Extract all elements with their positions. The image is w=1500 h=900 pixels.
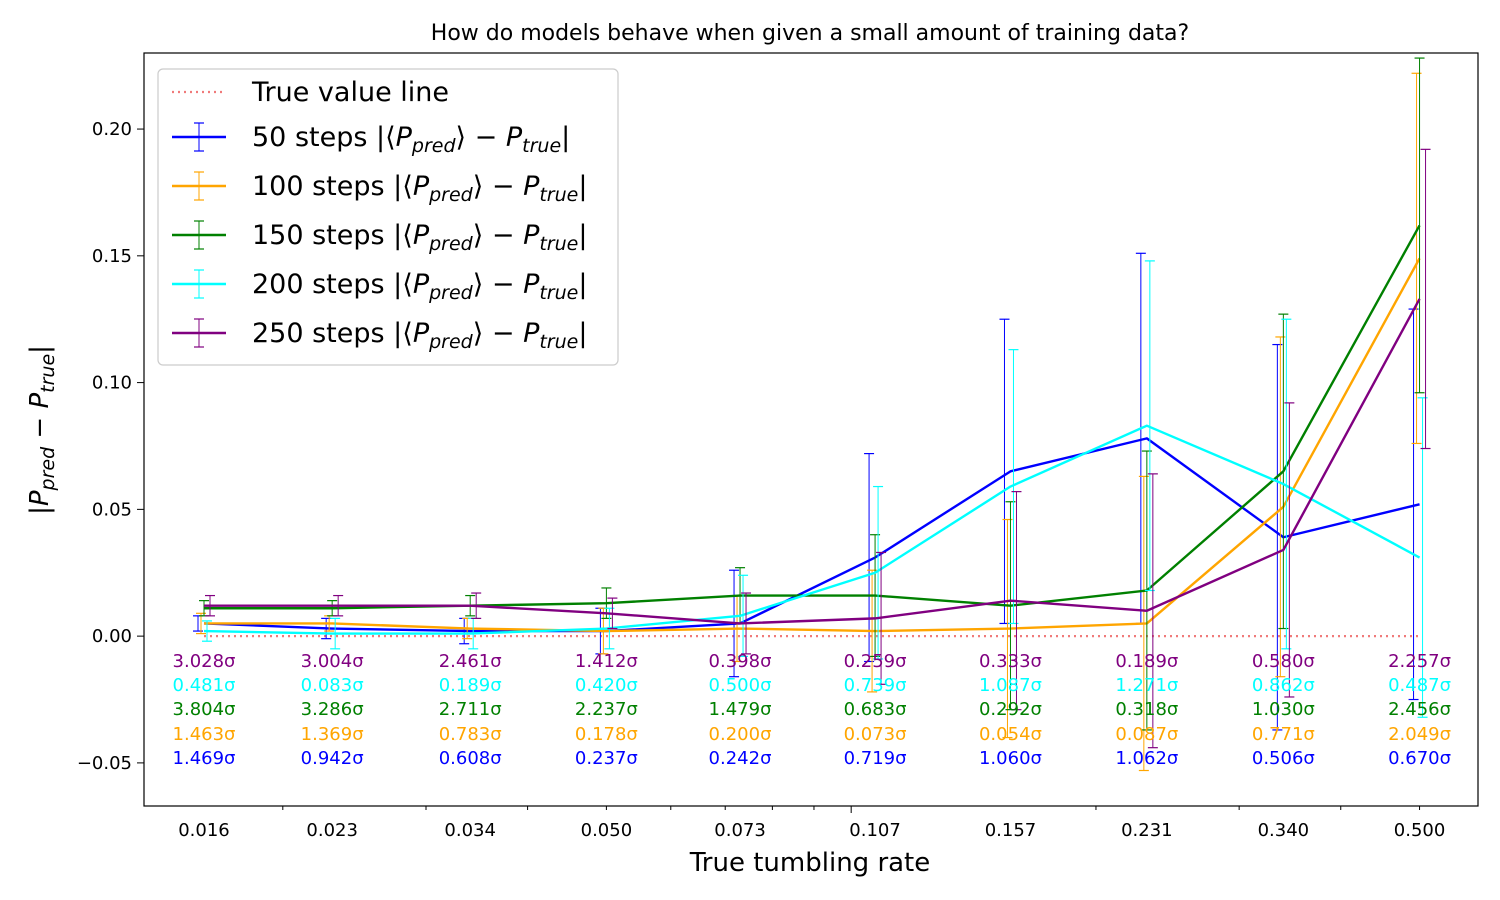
sigma-label: 0.771σ [1252, 724, 1315, 745]
sigma-label: 2.257σ [1388, 651, 1451, 672]
sigma-label: 0.178σ [575, 724, 638, 745]
y-tick-label: 0.05 [92, 499, 132, 520]
sigma-label: 3.028σ [173, 651, 236, 672]
sigma-label: 0.292σ [979, 699, 1042, 720]
x-tick-label: 0.340 [1258, 820, 1310, 841]
series-line [203, 224, 1421, 610]
sigma-label: 0.862σ [1252, 675, 1315, 696]
legend: True value line 50 steps |⟨Ppred⟩ − Ptrue… [157, 68, 619, 366]
legend-entry-3: 200 steps |⟨Ppred⟩ − Ptrue| [172, 269, 587, 304]
x-tick-label: 0.073 [714, 820, 766, 841]
sigma-label: 0.670σ [1388, 748, 1451, 769]
series-line [203, 424, 1421, 635]
sigma-label: 0.683σ [844, 699, 907, 720]
plot-layer [192, 57, 1431, 772]
sigma-label: 1.463σ [173, 724, 236, 745]
x-tick-label: 0.034 [444, 820, 496, 841]
sigma-label: 0.259σ [844, 651, 907, 672]
sigma-label: 0.942σ [301, 748, 364, 769]
x-tick-label: 0.016 [178, 820, 230, 841]
legend-label: 100 steps |⟨Ppred⟩ − Ptrue| [252, 171, 587, 206]
chart-title: How do models behave when given a small … [431, 21, 1189, 46]
sigma-label: 0.083σ [301, 675, 364, 696]
sigma-label: 1.469σ [173, 748, 236, 769]
sigma-label: 0.054σ [979, 724, 1042, 745]
sigma-label: 1.030σ [1252, 699, 1315, 720]
series-4 [203, 148, 1431, 749]
sigma-label: 2.237σ [575, 699, 638, 720]
x-tick-label: 0.500 [1394, 820, 1446, 841]
sigma-label: 1.369σ [301, 724, 364, 745]
sigma-label: 1.479σ [709, 699, 772, 720]
sigma-label: 0.189σ [1115, 651, 1178, 672]
series-1 [195, 72, 1422, 772]
sigma-label: 0.608σ [439, 748, 502, 769]
x-tick-label: 0.050 [581, 820, 633, 841]
x-axis-label: True tumbling rate [689, 848, 931, 878]
legend-label: 50 steps |⟨Ppred⟩ − Ptrue| [252, 122, 570, 157]
series-line [203, 298, 1421, 625]
legend-entry-0: 50 steps |⟨Ppred⟩ − Ptrue| [172, 122, 570, 157]
sigma-label: 0.398σ [709, 651, 772, 672]
sigma-label: 2.049σ [1388, 724, 1451, 745]
y-tick-label: 0.00 [92, 626, 132, 647]
legend-entry-2: 150 steps |⟨Ppred⟩ − Ptrue| [172, 220, 587, 255]
sigma-label: 0.333σ [979, 651, 1042, 672]
plot-frame [143, 52, 1479, 807]
series-line [203, 257, 1421, 633]
sigma-label: 1.060σ [979, 748, 1042, 769]
sigma-label: 0.580σ [1252, 651, 1315, 672]
sigma-label: 3.004σ [301, 651, 364, 672]
y-axis-label: |Ppred − Ptrue| [25, 345, 59, 515]
sigma-label: 0.189σ [439, 675, 502, 696]
y-tick-label: 0.20 [92, 119, 132, 140]
legend-label: 150 steps |⟨Ppred⟩ − Ptrue| [252, 220, 587, 255]
axes: 0.016 0.023 0.034 0.050 0.073 0.107 0.157 0.231… [77, 52, 1479, 841]
sigma-label: 0.506σ [1252, 748, 1315, 769]
sigma-label: 0.783σ [439, 724, 502, 745]
y-tick-label: 0.15 [92, 246, 132, 267]
sigma-label: 0.487σ [1388, 675, 1451, 696]
legend-label-true-value: True value line [251, 77, 449, 108]
sigma-label: 0.719σ [844, 748, 907, 769]
sigma-label: 1.412σ [575, 651, 638, 672]
legend-entry-4: 250 steps |⟨Ppred⟩ − Ptrue| [172, 318, 587, 353]
x-tick-label: 0.157 [985, 820, 1037, 841]
sigma-label: 0.237σ [575, 748, 638, 769]
sigma-label: 0.073σ [844, 724, 907, 745]
sigma-annotations: 1.469σ 0.942σ 0.608σ 0.237σ 0.242σ 0.719σ 1.06… [173, 651, 1452, 769]
sigma-label: 0.318σ [1115, 699, 1178, 720]
sigma-label: 2.711σ [439, 699, 502, 720]
sigma-label: 2.461σ [439, 651, 502, 672]
sigma-label: 0.420σ [575, 675, 638, 696]
sigma-label: 3.804σ [173, 699, 236, 720]
legend-label: 250 steps |⟨Ppred⟩ − Ptrue| [252, 318, 587, 353]
sigma-label: 0.200σ [709, 724, 772, 745]
y-tick-label: −0.05 [77, 753, 132, 774]
y-tick-label: 0.10 [92, 373, 132, 394]
sigma-label: 0.739σ [844, 675, 907, 696]
sigma-label: 0.087σ [1115, 724, 1178, 745]
sigma-label: 1.062σ [1115, 748, 1178, 769]
sigma-label: 3.286σ [301, 699, 364, 720]
x-tick-label: 0.231 [1121, 820, 1173, 841]
sigma-label: 2.456σ [1388, 699, 1451, 720]
series-line [203, 437, 1420, 633]
x-tick-label: 0.023 [306, 820, 358, 841]
legend-entry-1: 100 steps |⟨Ppred⟩ − Ptrue| [172, 171, 587, 206]
sigma-label: 0.481σ [173, 675, 236, 696]
legend-box [157, 68, 619, 366]
x-tick-label: 0.107 [849, 820, 901, 841]
sigma-label: 0.242σ [709, 748, 772, 769]
legend-label: 200 steps |⟨Ppred⟩ − Ptrue| [252, 269, 587, 304]
sigma-label: 1.087σ [979, 675, 1042, 696]
sigma-label: 1.271σ [1115, 675, 1178, 696]
sigma-label: 0.500σ [709, 675, 772, 696]
